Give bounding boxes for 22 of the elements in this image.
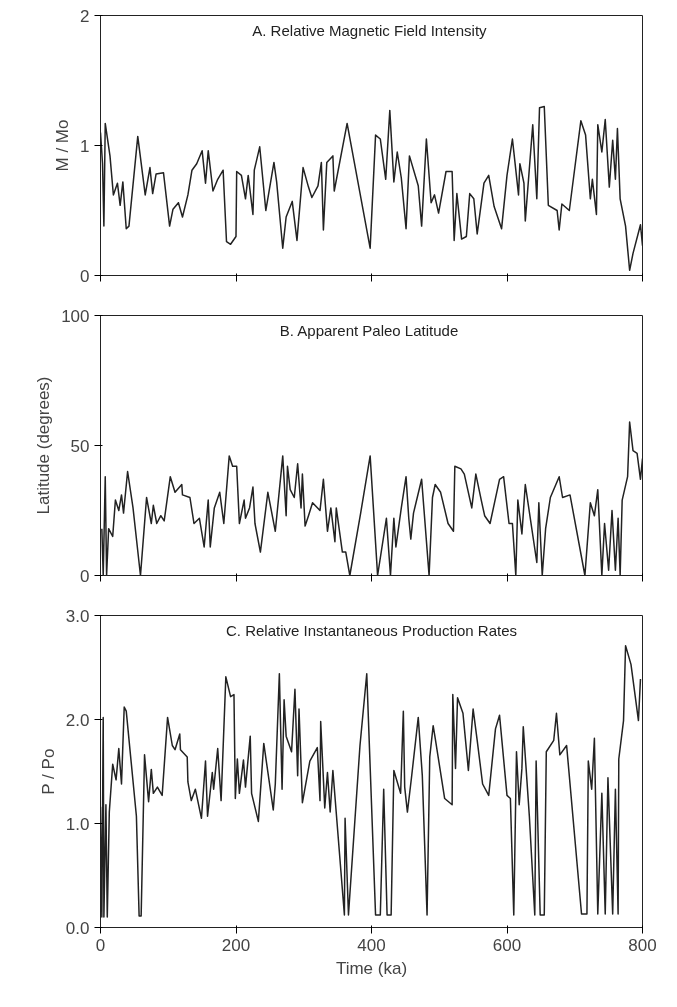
- chart-title: C. Relative Instantaneous Production Rates: [226, 621, 517, 639]
- y-tick-label: 2: [80, 6, 90, 26]
- y-tick-label: 1: [80, 136, 90, 156]
- x-tick-label: 0: [95, 935, 106, 955]
- y-tick-label: 3.0: [65, 606, 90, 626]
- y-axis-title: Latitude (degrees): [34, 376, 54, 515]
- x-tick-label: 400: [357, 935, 386, 955]
- y-tick-label: 0: [80, 266, 90, 286]
- y-tick-label: 0.0: [65, 918, 90, 938]
- y-tick-label: 1.0: [65, 814, 90, 834]
- y-axis-title: P / Po: [38, 748, 58, 795]
- y-tick-label: 2.0: [65, 710, 90, 730]
- x-tick-label: 800: [628, 935, 657, 955]
- x-tick-label: 600: [492, 935, 522, 955]
- x-tick-label: 200: [221, 935, 251, 955]
- chart-title: A. Relative Magnetic Field Intensity: [252, 21, 488, 39]
- chart-title: B. Apparent Paleo Latitude: [279, 321, 459, 339]
- x-axis-title: Time (ka): [335, 958, 408, 978]
- y-tick-label: 100: [61, 306, 90, 326]
- y-axis-title: M / Mo: [53, 119, 73, 172]
- y-tick-label: 0: [80, 566, 90, 586]
- y-tick-label: 50: [70, 436, 90, 456]
